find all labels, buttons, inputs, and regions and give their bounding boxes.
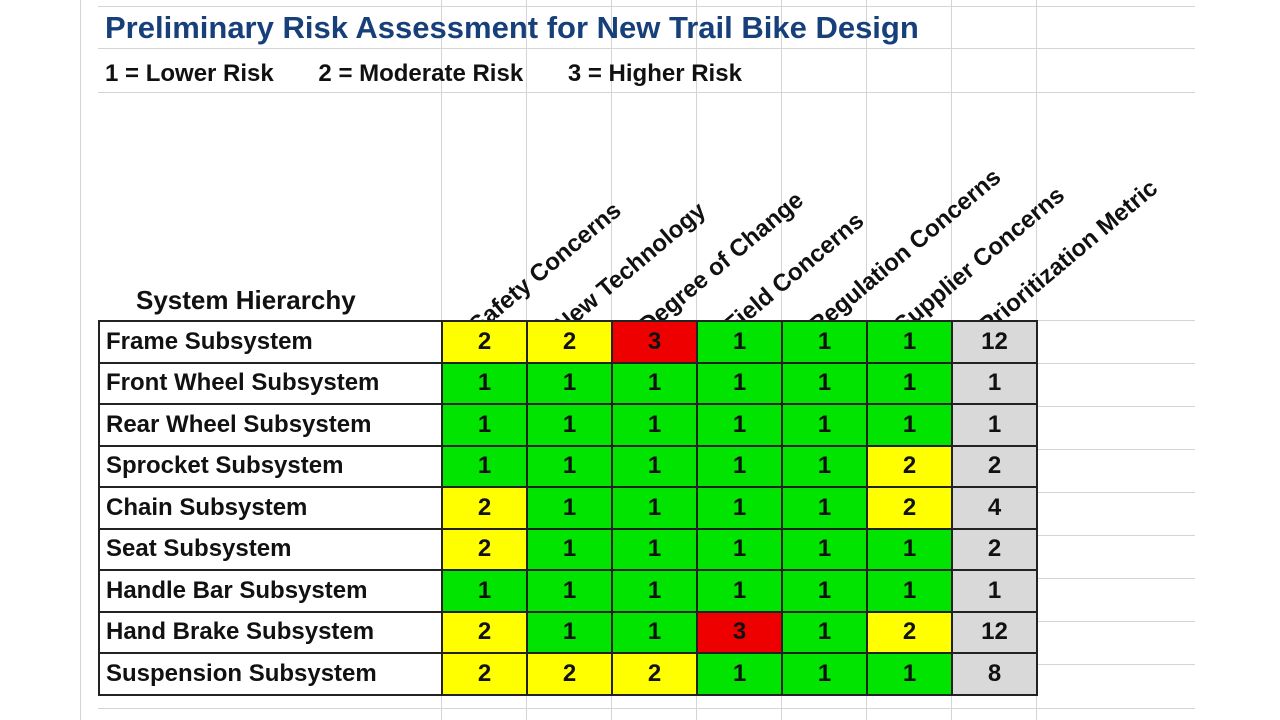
- risk-cell[interactable]: 3: [696, 610, 783, 654]
- risk-cell[interactable]: 1: [781, 569, 868, 613]
- sheet-title: Preliminary Risk Assessment for New Trai…: [105, 10, 919, 45]
- risk-cell[interactable]: 1: [696, 527, 783, 571]
- risk-cell[interactable]: 1: [781, 486, 868, 530]
- risk-cell[interactable]: 1: [866, 652, 953, 696]
- table-row: Handle Bar Subsystem 1 1 1 1 1 1 1: [98, 569, 1038, 613]
- subsystem-name[interactable]: Chain Subsystem: [98, 486, 443, 530]
- prioritization-metric-cell[interactable]: 1: [951, 361, 1038, 405]
- risk-cell[interactable]: 1: [526, 610, 613, 654]
- subsystem-name[interactable]: Hand Brake Subsystem: [98, 610, 443, 654]
- risk-cell[interactable]: 1: [696, 652, 783, 696]
- prioritization-metric-cell[interactable]: 2: [951, 527, 1038, 571]
- risk-cell[interactable]: 2: [441, 527, 528, 571]
- legend-moderate: 2 = Moderate Risk: [318, 60, 524, 87]
- prioritization-metric-cell[interactable]: 4: [951, 486, 1038, 530]
- risk-cell[interactable]: 1: [526, 569, 613, 613]
- risk-cell[interactable]: 2: [441, 320, 528, 364]
- table-row: Chain Subsystem 2 1 1 1 1 2 4: [98, 486, 1038, 530]
- gridline: [98, 708, 1195, 709]
- table-row: Seat Subsystem 2 1 1 1 1 1 2: [98, 527, 1038, 571]
- risk-cell[interactable]: 1: [611, 569, 698, 613]
- risk-cell[interactable]: 1: [781, 403, 868, 447]
- table-row: Sprocket Subsystem 1 1 1 1 1 2 2: [98, 444, 1038, 488]
- gridline: [80, 0, 81, 720]
- risk-cell[interactable]: 1: [441, 569, 528, 613]
- prioritization-metric-cell[interactable]: 2: [951, 444, 1038, 488]
- risk-cell[interactable]: 1: [696, 444, 783, 488]
- risk-cell[interactable]: 2: [441, 486, 528, 530]
- table-row: Front Wheel Subsystem 1 1 1 1 1 1 1: [98, 361, 1038, 405]
- prioritization-metric-cell[interactable]: 8: [951, 652, 1038, 696]
- risk-cell[interactable]: 1: [526, 527, 613, 571]
- risk-cell[interactable]: 1: [526, 361, 613, 405]
- risk-cell[interactable]: 1: [866, 361, 953, 405]
- risk-cell[interactable]: 1: [781, 652, 868, 696]
- table-row: Rear Wheel Subsystem 1 1 1 1 1 1 1: [98, 403, 1038, 447]
- risk-cell[interactable]: 1: [611, 610, 698, 654]
- subsystem-name[interactable]: Front Wheel Subsystem: [98, 361, 443, 405]
- system-hierarchy-header: System Hierarchy: [136, 285, 356, 315]
- risk-cell[interactable]: 1: [696, 486, 783, 530]
- prioritization-metric-cell[interactable]: 12: [951, 320, 1038, 364]
- risk-cell[interactable]: 2: [866, 610, 953, 654]
- subsystem-name[interactable]: Sprocket Subsystem: [98, 444, 443, 488]
- risk-cell[interactable]: 1: [781, 320, 868, 364]
- risk-cell[interactable]: 1: [781, 444, 868, 488]
- subsystem-name[interactable]: Frame Subsystem: [98, 320, 443, 364]
- risk-cell[interactable]: 1: [611, 527, 698, 571]
- prioritization-metric-cell[interactable]: 1: [951, 569, 1038, 613]
- risk-cell[interactable]: 2: [866, 444, 953, 488]
- risk-cell[interactable]: 2: [526, 320, 613, 364]
- prioritization-metric-cell[interactable]: 1: [951, 403, 1038, 447]
- risk-cell[interactable]: 1: [611, 486, 698, 530]
- legend-high: 3 = Higher Risk: [567, 60, 742, 87]
- risk-cell[interactable]: 3: [611, 320, 698, 364]
- risk-cell[interactable]: 1: [611, 444, 698, 488]
- risk-cell[interactable]: 1: [866, 527, 953, 571]
- risk-cell[interactable]: 1: [696, 569, 783, 613]
- risk-cell[interactable]: 2: [611, 652, 698, 696]
- gridline: [98, 6, 1195, 7]
- risk-cell[interactable]: 1: [696, 320, 783, 364]
- legend-low: 1 = Lower Risk: [105, 60, 274, 87]
- column-header: Safety Concerns: [464, 196, 627, 340]
- risk-cell[interactable]: 1: [866, 320, 953, 364]
- risk-legend: 1 = Lower Risk 2 = Moderate Risk 3 = Hig…: [105, 60, 780, 88]
- risk-cell[interactable]: 1: [866, 569, 953, 613]
- risk-cell[interactable]: 2: [441, 652, 528, 696]
- risk-cell[interactable]: 1: [611, 403, 698, 447]
- risk-cell[interactable]: 1: [441, 444, 528, 488]
- risk-cell[interactable]: 2: [441, 610, 528, 654]
- risk-cell[interactable]: 1: [866, 403, 953, 447]
- prioritization-metric-cell[interactable]: 12: [951, 610, 1038, 654]
- risk-cell[interactable]: 1: [441, 361, 528, 405]
- risk-cell[interactable]: 1: [781, 527, 868, 571]
- risk-cell[interactable]: 1: [781, 361, 868, 405]
- risk-cell[interactable]: 1: [781, 610, 868, 654]
- subsystem-name[interactable]: Handle Bar Subsystem: [98, 569, 443, 613]
- table-row: Hand Brake Subsystem 2 1 1 3 1 2 12: [98, 610, 1038, 654]
- risk-cell[interactable]: 1: [526, 403, 613, 447]
- risk-cell[interactable]: 1: [526, 444, 613, 488]
- risk-cell[interactable]: 2: [866, 486, 953, 530]
- subsystem-name[interactable]: Suspension Subsystem: [98, 652, 443, 696]
- subsystem-name[interactable]: Seat Subsystem: [98, 527, 443, 571]
- table-row: Suspension Subsystem 2 2 2 1 1 1 8: [98, 652, 1038, 696]
- gridline: [98, 92, 1195, 93]
- risk-cell[interactable]: 2: [526, 652, 613, 696]
- risk-cell[interactable]: 1: [611, 361, 698, 405]
- subsystem-name[interactable]: Rear Wheel Subsystem: [98, 403, 443, 447]
- gridline: [98, 48, 1195, 49]
- risk-cell[interactable]: 1: [696, 403, 783, 447]
- table-row: Frame Subsystem 2 2 3 1 1 1 12: [98, 320, 1038, 364]
- risk-cell[interactable]: 1: [696, 361, 783, 405]
- column-header: New Technology: [549, 197, 712, 340]
- risk-cell[interactable]: 1: [441, 403, 528, 447]
- risk-cell[interactable]: 1: [526, 486, 613, 530]
- risk-table: Frame Subsystem 2 2 3 1 1 1 12 Front Wheel Subsy…: [98, 320, 1038, 696]
